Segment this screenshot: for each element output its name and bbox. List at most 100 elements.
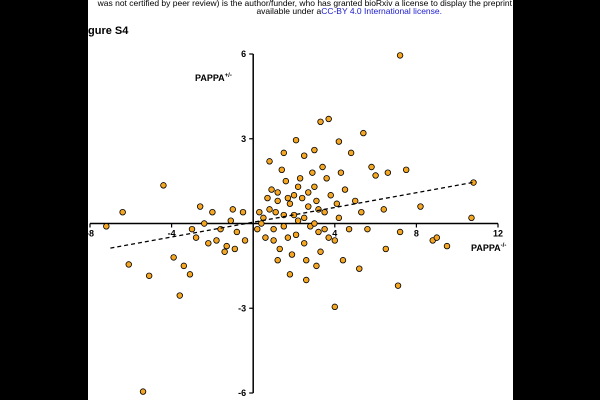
license-link[interactable]: CC-BY 4.0 International license.: [321, 6, 442, 16]
point: [347, 149, 355, 157]
y-tick-label: -6: [238, 388, 246, 398]
point: [186, 271, 194, 278]
point: [139, 388, 147, 395]
point: [231, 245, 239, 253]
point: [119, 208, 126, 216]
point: [321, 225, 328, 233]
point: [270, 237, 277, 244]
y-tick-label: -3: [238, 303, 246, 313]
point: [315, 206, 322, 213]
point: [221, 248, 228, 255]
x-tick-label: -8: [86, 229, 94, 239]
point: [258, 220, 265, 227]
point: [325, 234, 332, 241]
point: [315, 228, 322, 236]
point: [301, 152, 308, 159]
point: [125, 261, 132, 268]
point: [280, 149, 287, 157]
point: [303, 276, 310, 284]
point: [266, 158, 273, 165]
header-text: available under a: [256, 6, 321, 16]
point: [331, 237, 338, 244]
trend-line: [110, 181, 476, 249]
point: [333, 200, 341, 207]
point: [303, 257, 310, 264]
point: [305, 203, 312, 210]
y-axis-label: PAPPA+/-: [195, 73, 232, 83]
point: [227, 217, 234, 224]
point: [276, 245, 283, 253]
point: [254, 225, 261, 233]
point: [284, 194, 292, 202]
point: [274, 197, 281, 205]
point: [325, 115, 332, 123]
point: [317, 118, 324, 125]
point: [358, 208, 365, 216]
point: [384, 169, 392, 176]
point: [396, 52, 404, 59]
point: [294, 183, 302, 190]
point: [145, 272, 153, 279]
figure-label: gure S4: [88, 25, 129, 37]
point: [372, 172, 379, 179]
point: [321, 208, 328, 216]
point: [368, 163, 375, 171]
point: [356, 265, 363, 272]
x-label-sup: -/-: [501, 243, 507, 249]
point: [196, 203, 204, 210]
x-tick-label: -4: [168, 229, 176, 239]
point: [468, 214, 475, 222]
point: [311, 183, 318, 190]
header-line: was not certified by peer review) is the…: [97, 0, 513, 8]
point: [268, 186, 275, 193]
point: [270, 225, 277, 233]
point: [284, 234, 292, 241]
point: [292, 231, 300, 238]
y-label-sup: +/-: [225, 73, 232, 79]
point: [394, 282, 402, 289]
point: [335, 214, 343, 222]
point: [294, 217, 302, 224]
point: [323, 175, 330, 182]
point: [280, 223, 287, 230]
x-tick-label: 8: [414, 229, 419, 239]
point: [380, 206, 387, 213]
x-label-main: PAPPA: [471, 243, 501, 253]
point: [286, 200, 294, 207]
point: [264, 194, 271, 202]
point: [360, 129, 367, 137]
point: [272, 208, 279, 216]
point: [313, 197, 320, 205]
point: [345, 225, 353, 233]
point: [309, 169, 316, 176]
point: [311, 220, 318, 227]
point: [396, 228, 404, 236]
point: [274, 189, 281, 196]
point: [382, 245, 389, 253]
point: [443, 242, 451, 250]
point: [301, 240, 308, 247]
point: [274, 257, 281, 264]
y-tick-label: 3: [241, 134, 246, 144]
y-label-main: PAPPA: [195, 73, 225, 83]
point: [223, 242, 230, 250]
point: [298, 194, 306, 202]
point: [313, 262, 320, 270]
point: [278, 166, 285, 174]
point: [170, 254, 177, 261]
y-tick-label: 6: [241, 49, 246, 59]
point: [339, 257, 347, 264]
point: [331, 303, 338, 311]
point: [201, 220, 208, 227]
point: [292, 136, 300, 144]
point: [288, 251, 296, 258]
point: [305, 189, 312, 196]
point: [205, 240, 212, 247]
point: [290, 192, 298, 199]
x-tick-label: 4: [332, 229, 337, 239]
point: [364, 225, 371, 233]
point: [311, 146, 318, 154]
point: [209, 208, 216, 216]
